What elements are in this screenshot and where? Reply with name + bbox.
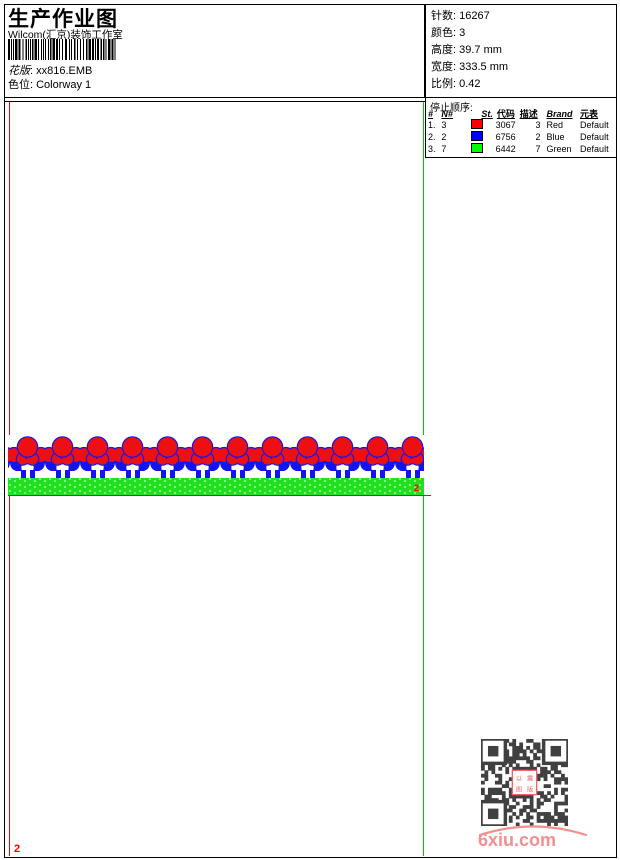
svg-text:6xiu.com: 6xiu.com (478, 830, 556, 848)
svg-text:版: 版 (527, 786, 533, 794)
svg-text:图: 图 (516, 787, 522, 794)
svg-text:以: 以 (516, 775, 522, 782)
svg-text:震: 震 (527, 775, 533, 782)
